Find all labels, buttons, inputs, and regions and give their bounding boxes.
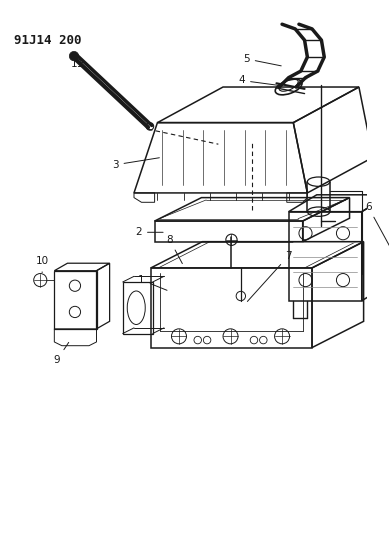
Text: 5: 5 (243, 54, 281, 66)
Text: 3: 3 (112, 158, 159, 170)
Text: 7: 7 (247, 251, 292, 302)
Text: 1: 1 (138, 275, 167, 290)
Circle shape (69, 51, 79, 61)
Text: 91J14 200: 91J14 200 (14, 34, 82, 46)
Text: 2: 2 (135, 227, 163, 237)
Text: 9: 9 (54, 342, 69, 365)
Text: 4: 4 (238, 76, 281, 86)
Text: 10: 10 (35, 256, 49, 272)
Text: 11: 11 (71, 59, 84, 69)
Text: 6: 6 (365, 202, 389, 249)
Text: 8: 8 (166, 235, 182, 264)
